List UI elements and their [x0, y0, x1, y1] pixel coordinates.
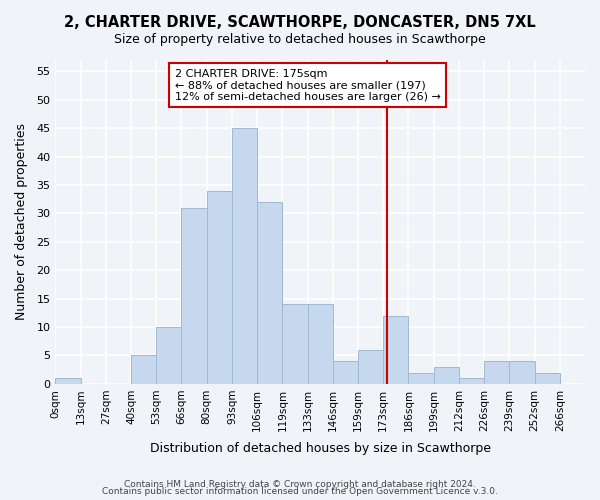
- Bar: [383, 316, 409, 384]
- Bar: [434, 367, 459, 384]
- Bar: [232, 128, 257, 384]
- Bar: [484, 361, 509, 384]
- Bar: [156, 327, 181, 384]
- Bar: [509, 361, 535, 384]
- Text: Contains public sector information licensed under the Open Government Licence v.: Contains public sector information licen…: [102, 488, 498, 496]
- Bar: [206, 190, 232, 384]
- Bar: [535, 372, 560, 384]
- Bar: [459, 378, 484, 384]
- Text: 2 CHARTER DRIVE: 175sqm
← 88% of detached houses are smaller (197)
12% of semi-d: 2 CHARTER DRIVE: 175sqm ← 88% of detache…: [175, 68, 440, 102]
- Bar: [283, 304, 308, 384]
- Bar: [409, 372, 434, 384]
- Text: 2, CHARTER DRIVE, SCAWTHORPE, DONCASTER, DN5 7XL: 2, CHARTER DRIVE, SCAWTHORPE, DONCASTER,…: [64, 15, 536, 30]
- Bar: [131, 356, 156, 384]
- Y-axis label: Number of detached properties: Number of detached properties: [15, 124, 28, 320]
- Text: Contains HM Land Registry data © Crown copyright and database right 2024.: Contains HM Land Registry data © Crown c…: [124, 480, 476, 489]
- Bar: [333, 361, 358, 384]
- X-axis label: Distribution of detached houses by size in Scawthorpe: Distribution of detached houses by size …: [149, 442, 491, 455]
- Bar: [358, 350, 383, 384]
- Bar: [55, 378, 80, 384]
- Text: Size of property relative to detached houses in Scawthorpe: Size of property relative to detached ho…: [114, 32, 486, 46]
- Bar: [257, 202, 283, 384]
- Bar: [181, 208, 206, 384]
- Bar: [308, 304, 333, 384]
